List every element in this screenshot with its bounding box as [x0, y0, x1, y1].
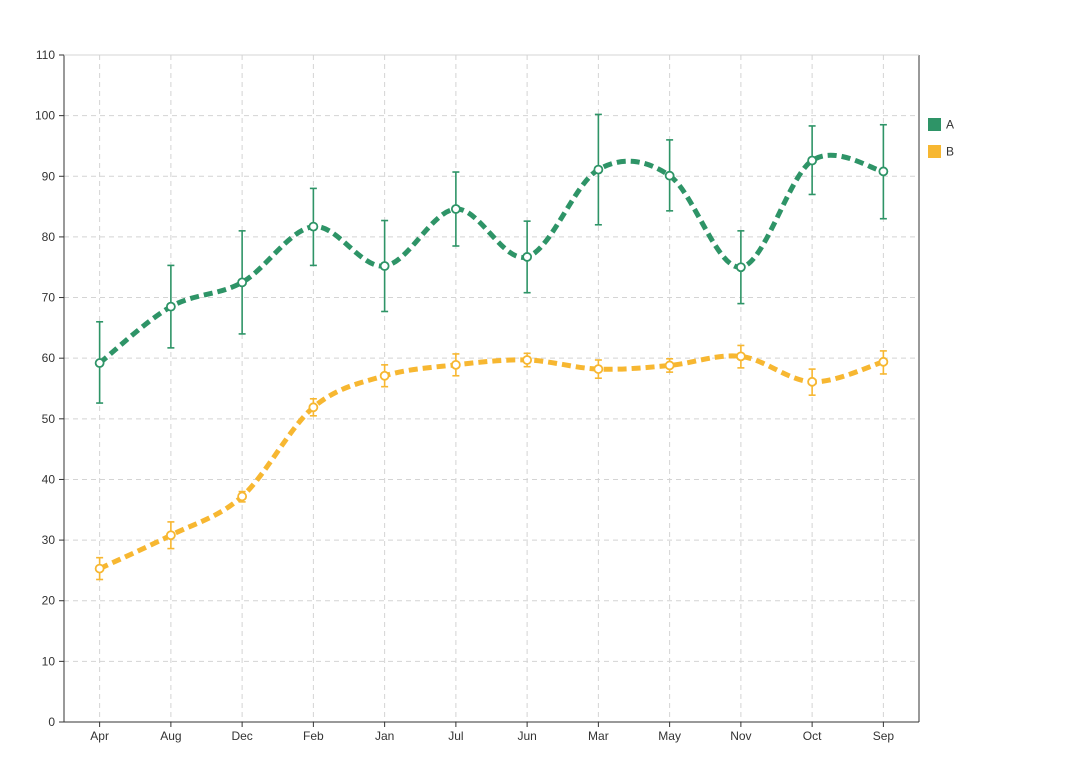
x-tick-label: Feb — [303, 729, 324, 743]
legend-swatch-A — [928, 118, 941, 131]
data-point — [308, 402, 319, 413]
data-point — [165, 530, 176, 541]
data-point — [237, 491, 248, 502]
x-tick-label: Dec — [231, 729, 252, 743]
data-point — [735, 262, 746, 273]
series-B — [94, 344, 889, 581]
y-tick-label: 70 — [42, 291, 56, 305]
series-layer — [94, 113, 889, 581]
legend-label-A: A — [946, 118, 954, 132]
data-point — [664, 360, 675, 371]
x-tick-label: Jul — [448, 729, 463, 743]
y-tick-label: 40 — [42, 472, 56, 486]
y-tick-label: 20 — [42, 594, 56, 608]
data-point — [379, 370, 390, 381]
series-A — [94, 113, 889, 404]
series-line — [98, 353, 885, 571]
data-point — [664, 170, 675, 181]
data-point — [807, 376, 818, 387]
x-tick-label: Aug — [160, 729, 181, 743]
x-tick-label: Mar — [588, 729, 609, 743]
data-point — [308, 221, 319, 232]
grid — [64, 54, 919, 722]
data-point — [593, 364, 604, 374]
data-point — [807, 155, 818, 166]
y-tick-label: 80 — [42, 230, 56, 244]
x-tick-label: Jan — [375, 729, 394, 743]
y-tick-label: 60 — [42, 351, 56, 365]
data-point — [735, 351, 746, 362]
data-point — [522, 252, 533, 262]
data-point — [878, 166, 889, 177]
data-point — [379, 261, 390, 271]
data-point — [94, 563, 105, 574]
data-point — [94, 358, 105, 368]
x-tick-label: May — [658, 729, 681, 743]
data-point — [522, 355, 533, 365]
x-tick-label: Sep — [873, 729, 895, 743]
series-line — [98, 152, 885, 365]
y-tick-label: 50 — [42, 412, 56, 426]
y-tick-label: 100 — [35, 109, 55, 123]
data-point — [450, 204, 461, 214]
y-tick-label: 10 — [42, 654, 56, 668]
data-point — [593, 164, 604, 175]
data-point — [165, 301, 176, 312]
data-point — [450, 359, 461, 370]
x-tick-label: Oct — [803, 729, 822, 743]
y-tick-label: 110 — [36, 48, 55, 62]
y-tick-label: 0 — [48, 715, 55, 729]
data-point — [878, 356, 889, 367]
x-tick-label: Jun — [517, 729, 536, 743]
data-point — [237, 277, 248, 288]
y-tick-label: 90 — [42, 169, 56, 183]
legend-label-B: B — [946, 145, 954, 159]
legend: AB — [928, 118, 954, 159]
axes: 0 10 20 30 40 50 60 70 80 90 100 110 Apr Aug Dec Feb Jan… — [35, 48, 920, 743]
y-tick-label: 30 — [42, 533, 56, 547]
legend-swatch-B — [928, 145, 941, 158]
x-tick-label: Apr — [90, 729, 109, 743]
x-tick-label: Nov — [730, 729, 751, 743]
